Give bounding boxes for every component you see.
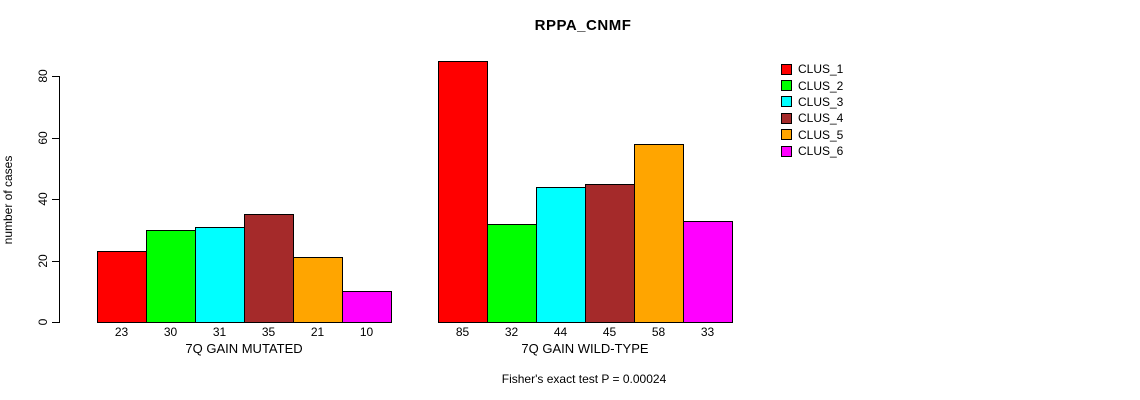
bar-value-label: 85 bbox=[455, 325, 470, 339]
legend-swatch-clus_6 bbox=[781, 145, 792, 157]
legend-swatch-clus_4 bbox=[781, 112, 792, 124]
legend-label: CLUS_3 bbox=[798, 94, 844, 109]
bar-clus_6-group2 bbox=[683, 220, 733, 323]
legend-row: CLUS_3 bbox=[781, 94, 843, 110]
legend-row: CLUS_1 bbox=[781, 61, 843, 77]
bar-value-label: 31 bbox=[212, 325, 227, 339]
bar-value-label: 45 bbox=[602, 325, 617, 339]
y-tick-label: 40 bbox=[36, 192, 50, 206]
bar-clus_4-group1 bbox=[244, 214, 294, 323]
legend-row: CLUS_2 bbox=[781, 77, 843, 93]
bar-clus_2-group1 bbox=[146, 229, 196, 323]
legend-swatch-clus_2 bbox=[781, 80, 792, 92]
bar-clus_5-group1 bbox=[293, 257, 343, 323]
bar-clus_2-group2 bbox=[487, 223, 537, 323]
legend-swatch-clus_3 bbox=[781, 96, 792, 108]
y-tick-label: 20 bbox=[36, 253, 50, 268]
legend-row: CLUS_5 bbox=[781, 127, 843, 143]
bar-clus_1-group2 bbox=[438, 60, 488, 323]
bar-value-label: 10 bbox=[359, 325, 374, 339]
y-tick bbox=[52, 137, 59, 139]
legend-label: CLUS_4 bbox=[798, 111, 844, 126]
legend-row: CLUS_4 bbox=[781, 110, 843, 126]
bar-clus_3-group1 bbox=[195, 226, 245, 323]
annotation-text: Fisher's exact test P = 0.00024 bbox=[501, 372, 667, 386]
bar-clus_1-group1 bbox=[97, 251, 147, 323]
y-tick bbox=[52, 260, 59, 262]
y-axis-label: number of cases bbox=[1, 155, 15, 245]
bar-value-label: 21 bbox=[310, 325, 325, 339]
y-tick-label: 80 bbox=[36, 69, 50, 83]
group-label: 7Q GAIN WILD-TYPE bbox=[521, 341, 649, 356]
bar-value-label: 23 bbox=[114, 325, 129, 339]
group-label: 7Q GAIN MUTATED bbox=[185, 341, 303, 356]
y-axis-line bbox=[59, 76, 60, 323]
bar-value-label: 30 bbox=[163, 325, 178, 339]
y-tick bbox=[52, 199, 59, 200]
legend-label: CLUS_6 bbox=[798, 144, 844, 159]
legend-label: CLUS_1 bbox=[798, 62, 844, 77]
bar-value-label: 58 bbox=[651, 325, 666, 339]
bar-clus_4-group2 bbox=[585, 183, 635, 323]
bar-clus_3-group2 bbox=[536, 186, 586, 323]
legend: CLUS_1 CLUS_2 CLUS_3 CLUS_4 CLUS_5 CLUS_6 bbox=[781, 61, 843, 159]
bar-value-label: 32 bbox=[504, 325, 519, 339]
chart-title: RPPA_CNMF bbox=[534, 17, 632, 34]
legend-label: CLUS_5 bbox=[798, 127, 844, 142]
y-tick-label: 0 bbox=[36, 318, 50, 326]
y-tick bbox=[52, 322, 59, 323]
legend-swatch-clus_5 bbox=[781, 129, 792, 141]
legend-swatch-clus_1 bbox=[781, 63, 792, 75]
legend-row: CLUS_6 bbox=[781, 143, 843, 159]
y-tick bbox=[52, 76, 59, 77]
bar-value-label: 33 bbox=[700, 325, 715, 339]
bar-clus_5-group2 bbox=[634, 143, 684, 323]
bar-clus_6-group1 bbox=[342, 291, 392, 323]
bar-value-label: 35 bbox=[261, 325, 276, 339]
legend-label: CLUS_2 bbox=[798, 78, 844, 93]
y-tick-label: 60 bbox=[36, 130, 50, 145]
bar-value-label: 44 bbox=[553, 325, 568, 339]
